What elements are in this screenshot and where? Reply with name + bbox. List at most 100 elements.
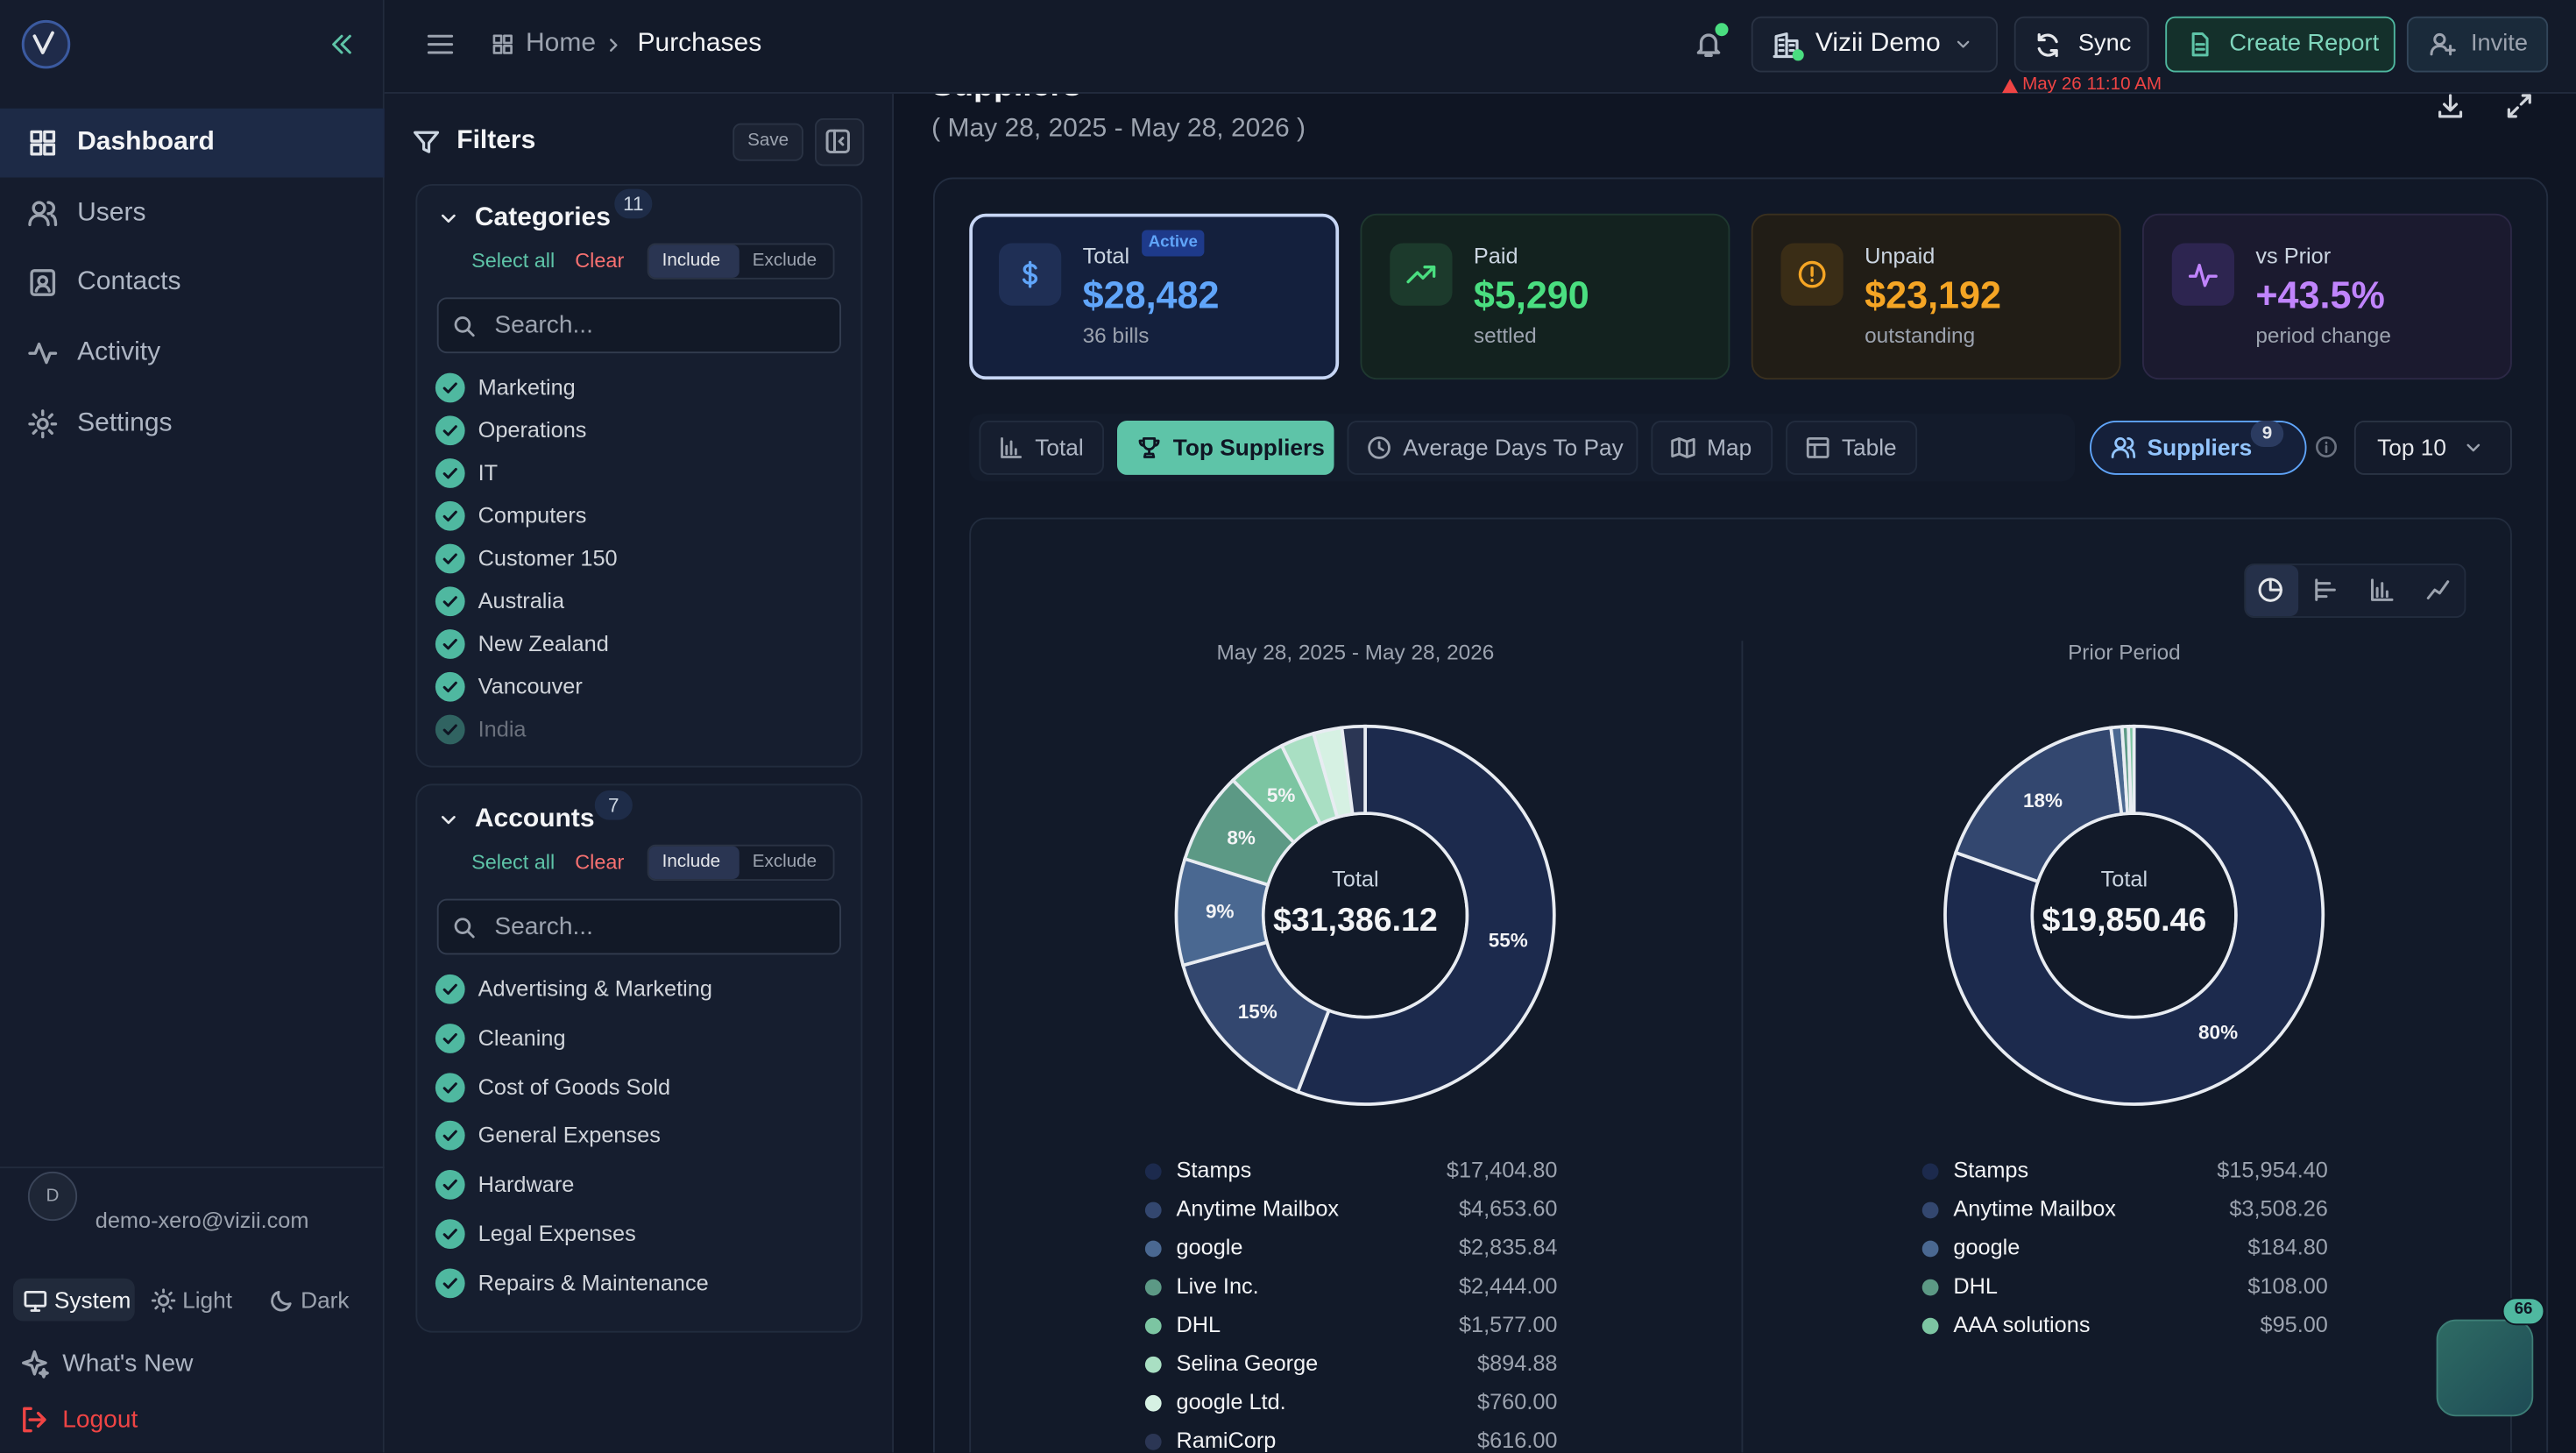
sync-button[interactable] — [2013, 16, 2149, 73]
date-range: ( May 28, 2025 - May 28, 2026 ) — [931, 115, 1306, 144]
checkbox[interactable] — [435, 714, 465, 745]
theme-option[interactable]: Light — [182, 1286, 233, 1314]
checkbox[interactable] — [435, 629, 465, 659]
filters-title: Filters — [456, 126, 536, 155]
checkbox[interactable] — [435, 974, 465, 1004]
checkbox[interactable] — [435, 372, 465, 403]
collapse-sidebar[interactable] — [329, 32, 355, 58]
legend-swatch — [1144, 1433, 1162, 1450]
checkbox[interactable] — [435, 1072, 465, 1102]
legend-value: $17,404.80 — [1447, 1159, 1558, 1183]
checkbox[interactable] — [435, 415, 465, 446]
nav-item[interactable]: Activity — [77, 338, 161, 367]
search-box[interactable] — [436, 898, 841, 955]
exclude[interactable]: Exclude — [752, 852, 817, 872]
whats-new[interactable]: What's New — [62, 1350, 194, 1379]
check-mark — [442, 639, 457, 650]
invite-label: Invite — [2471, 31, 2529, 58]
donut-center-value: $19,850.46 — [2042, 901, 2207, 938]
legend-value: $4,653.60 — [1459, 1197, 1558, 1222]
legend-value: $760.00 — [1477, 1390, 1557, 1414]
theme-icon — [151, 1287, 176, 1312]
notifications[interactable] — [1694, 30, 1723, 60]
top-select[interactable] — [2353, 421, 2512, 475]
checkbox[interactable] — [435, 1268, 465, 1298]
assistant-fab[interactable] — [2436, 1319, 2534, 1417]
save-label: Save — [747, 131, 789, 151]
menu[interactable] — [426, 30, 456, 60]
include[interactable]: Include — [662, 250, 721, 271]
check-mark — [442, 1180, 457, 1191]
donut-segment — [1943, 724, 2325, 1106]
checkbox[interactable] — [435, 458, 465, 488]
org-switch[interactable] — [1751, 16, 1998, 73]
tab[interactable] — [1347, 421, 1638, 475]
breadcrumb[interactable]: Home — [526, 29, 597, 58]
donut-segment — [1953, 726, 2124, 884]
clear[interactable]: Clear — [575, 850, 625, 875]
group-title: Categories — [474, 203, 611, 232]
checkbox[interactable] — [435, 1219, 465, 1249]
nav-item[interactable]: Contacts — [77, 268, 181, 297]
kpi-value: +43.5% — [2255, 273, 2385, 316]
group-toggle[interactable] — [437, 809, 460, 832]
legend-value: $184.80 — [2247, 1236, 2327, 1260]
nav-item[interactable]: Users — [77, 198, 146, 227]
chart-type[interactable] — [2369, 577, 2396, 603]
checkbox[interactable] — [435, 1023, 465, 1053]
checkbox[interactable] — [435, 543, 465, 574]
clear[interactable]: Clear — [575, 249, 625, 273]
kpi-value: $5,290 — [1473, 273, 1589, 316]
download[interactable] — [2437, 91, 2465, 119]
checkbox[interactable] — [435, 586, 465, 617]
chart-type[interactable] — [2425, 577, 2452, 603]
chart-type[interactable] — [2257, 577, 2283, 603]
info — [2316, 436, 2337, 457]
tab-icon — [1671, 436, 1695, 457]
kpi-sub: outstanding — [1865, 322, 1976, 348]
theme-option[interactable]: System — [53, 1286, 131, 1314]
checkbox[interactable] — [435, 671, 465, 702]
legend-name: Anytime Mailbox — [1953, 1197, 2116, 1222]
legend-swatch — [1144, 1317, 1162, 1335]
legend-swatch — [1144, 1279, 1162, 1296]
expand[interactable] — [2505, 91, 2533, 119]
legend-swatch — [1921, 1317, 1939, 1335]
donut-title: Prior Period — [2068, 641, 2181, 665]
include[interactable]: Include — [662, 852, 721, 872]
check-mark — [442, 1277, 457, 1289]
legend-swatch — [1921, 1279, 1939, 1296]
kpi-icon — [1798, 260, 1826, 288]
check-mark — [442, 1131, 457, 1142]
filter-item: Cleaning — [478, 1025, 566, 1051]
segment-label: 9% — [1206, 900, 1235, 922]
filter-item: IT — [478, 460, 499, 486]
checkbox[interactable] — [435, 1170, 465, 1201]
theme-option[interactable]: Dark — [301, 1286, 350, 1314]
logout[interactable]: Logout — [62, 1406, 138, 1434]
filter-item: Cost of Goods Sold — [478, 1074, 671, 1100]
checkbox[interactable] — [435, 500, 465, 531]
tab[interactable] — [1651, 421, 1773, 475]
group-toggle[interactable] — [437, 207, 460, 230]
chart-type[interactable] — [2313, 577, 2339, 603]
select-all[interactable]: Select all — [471, 850, 556, 875]
invite-button[interactable] — [2406, 16, 2549, 73]
legend-swatch — [1921, 1240, 1939, 1258]
checkbox[interactable] — [435, 1121, 465, 1152]
check-mark — [442, 724, 457, 735]
donut-segment — [1295, 724, 1556, 1106]
sync-icon — [2037, 32, 2058, 57]
exclude[interactable]: Exclude — [752, 250, 817, 271]
nav-item[interactable]: Settings — [77, 408, 173, 437]
save-button[interactable] — [732, 123, 803, 161]
sync-label: Sync — [2077, 31, 2132, 58]
tab[interactable] — [979, 421, 1104, 475]
select-all[interactable]: Select all — [471, 249, 556, 273]
check-mark — [442, 983, 457, 996]
nav-item[interactable]: Dashboard — [77, 128, 215, 157]
tab-label: Average Days To Pay — [1403, 434, 1624, 460]
search-box[interactable] — [436, 297, 841, 354]
